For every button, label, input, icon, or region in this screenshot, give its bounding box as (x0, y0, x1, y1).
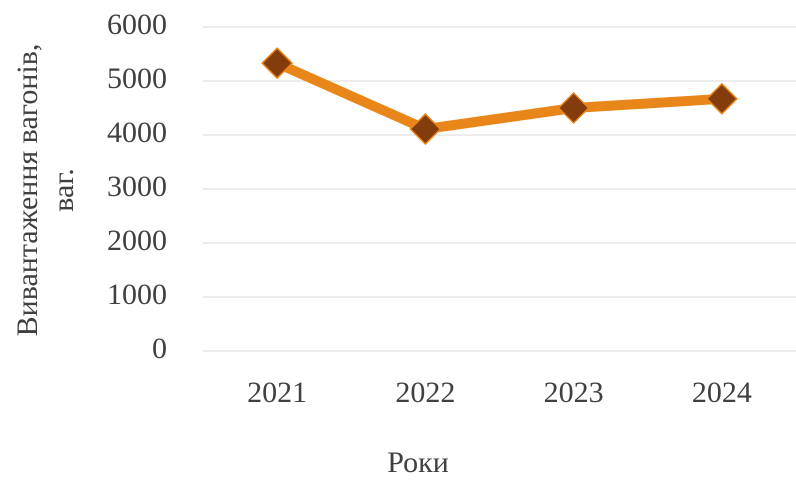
x-axis-label: Роки (387, 446, 449, 479)
marker (705, 82, 738, 115)
marker (261, 47, 294, 80)
y-tick-label: 4000 (107, 116, 167, 149)
y-tick-label: 6000 (107, 8, 167, 41)
marker (557, 91, 590, 125)
y-tick-label: 2000 (107, 224, 167, 257)
y-tick-label: 5000 (107, 62, 167, 95)
y-tick-label: 1000 (107, 278, 167, 311)
x-tick-label: 2021 (247, 376, 307, 409)
x-tick-label: 2023 (544, 376, 604, 409)
y-tick-label: 0 (152, 332, 167, 365)
x-tick-label: 2022 (395, 376, 455, 409)
y-tick-label: 3000 (107, 170, 167, 203)
line (275, 58, 723, 135)
x-tick-label: 2024 (692, 376, 752, 409)
y-axis-label: ваг. (47, 168, 80, 212)
marker (409, 112, 442, 146)
y-axis-label: Вивантаження вагонів, (11, 44, 44, 337)
